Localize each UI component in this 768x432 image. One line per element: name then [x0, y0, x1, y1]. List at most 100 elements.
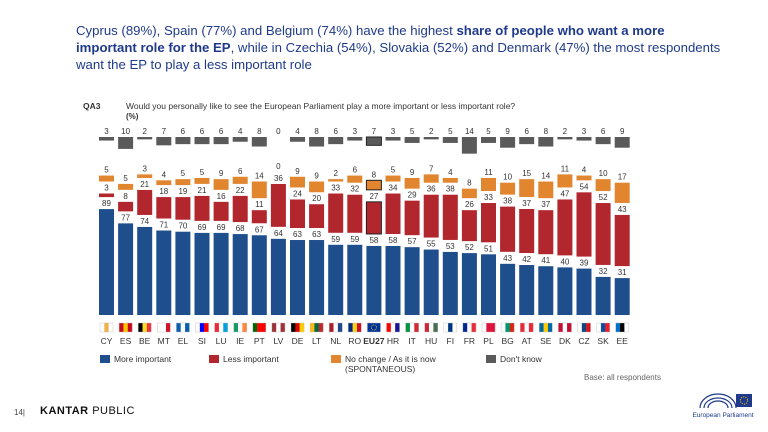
flag-es	[118, 322, 133, 333]
bar-dk-lu	[213, 137, 229, 145]
bar-dk-el	[175, 137, 191, 145]
flag-stripe-it-2	[414, 323, 419, 332]
label-less-mt: 18	[159, 187, 168, 196]
flag-cy	[99, 322, 114, 333]
bar-more-dk	[557, 267, 573, 315]
label-less-hu: 36	[427, 185, 436, 194]
flag-eu-stars	[370, 324, 377, 331]
bar-dk-hr	[385, 137, 401, 141]
flag-eu27	[367, 322, 381, 333]
bar-dk-si	[194, 137, 210, 145]
flag-fr	[462, 322, 477, 333]
flag-pl	[481, 322, 496, 333]
headline-part1: Cyprus (89%), Spain (77%) and Belgium (7…	[76, 23, 457, 38]
category-label-sk: SK	[597, 336, 609, 346]
bar-nochange-cy	[99, 175, 114, 182]
bar-more-lu	[213, 232, 229, 315]
question-code: QA3	[83, 101, 101, 111]
flag-stripe-es-1	[123, 323, 128, 332]
flag-stripe-it-0	[405, 323, 411, 332]
category-label-ie: IE	[236, 336, 244, 346]
flag-stripe-be-0	[138, 323, 143, 332]
label-more-fr: 52	[465, 243, 474, 252]
label-less-nl: 33	[331, 184, 340, 193]
category-label-nl: NL	[330, 336, 341, 346]
legend-item-dk: Don't know	[486, 354, 542, 364]
category-label-fr: FR	[464, 336, 475, 346]
flag-stripe-pl-0	[482, 323, 487, 332]
bar-dk-dk	[557, 137, 573, 140]
bar-nochange-ee	[614, 182, 630, 203]
question-unit: (%)	[126, 112, 139, 121]
bar-more-pt	[251, 235, 267, 315]
flag-stripe-hu-1	[429, 323, 434, 332]
bar-dk-ee	[614, 137, 630, 148]
label-nochange-eu27: 8	[372, 170, 377, 179]
label-dk-se: 8	[544, 127, 549, 136]
label-dk-ie: 4	[238, 127, 243, 136]
legend-label-less: Less important	[223, 354, 279, 364]
legend-nochange-main: No change / As it is now	[345, 354, 436, 364]
category-label-ee: EE	[617, 336, 629, 346]
label-dk-lu: 6	[219, 127, 224, 136]
bar-more-lv	[270, 238, 286, 315]
flag-stripe-ee-1	[620, 323, 625, 332]
legend-item-nochange: No change / As it is now (SPONTANEOUS)	[331, 354, 436, 374]
label-dk-si: 6	[200, 127, 205, 136]
bar-dk-ro	[347, 137, 363, 141]
label-nochange-fr: 8	[467, 179, 472, 188]
label-less-es: 8	[123, 192, 128, 201]
label-nochange-es: 5	[123, 174, 128, 183]
bar-more-mt	[156, 230, 172, 315]
bar-less-el	[175, 197, 191, 220]
label-nochange-dk: 11	[561, 164, 570, 173]
bar-less-fr	[461, 210, 477, 242]
bar-less-cz	[576, 192, 592, 257]
flag-stripe-ie-2	[242, 323, 247, 332]
label-more-ro: 59	[350, 235, 359, 244]
label-less-lu: 16	[217, 192, 226, 201]
bar-more-eu27	[366, 245, 382, 315]
bar-more-it	[404, 247, 420, 315]
label-nochange-ie: 6	[238, 167, 243, 176]
label-dk-hu: 2	[429, 127, 434, 136]
bar-nochange-se	[538, 181, 554, 199]
bar-less-se	[538, 210, 554, 255]
bar-more-es	[118, 223, 134, 315]
label-less-pl: 33	[484, 193, 493, 202]
bar-nochange-at	[519, 179, 535, 197]
flag-stripe-el-1	[180, 323, 186, 332]
flag-stripe-cz-2	[586, 323, 591, 332]
flag-stripe-sk-2	[605, 323, 610, 332]
flag-stripe-ro-0	[348, 323, 353, 332]
label-dk-nl: 6	[333, 127, 338, 136]
flag-de	[290, 322, 305, 333]
label-dk-pt: 8	[257, 127, 262, 136]
flag-stripe-eu27-1	[371, 323, 377, 332]
legend-swatch-nochange	[331, 355, 341, 363]
flag-stripe-si-1	[199, 323, 205, 332]
flag-stripe-lt-2	[318, 323, 324, 332]
label-less-be: 21	[140, 180, 149, 189]
label-nochange-hu: 7	[429, 164, 434, 173]
flag-stripe-eu27-2	[376, 323, 381, 332]
page-number-value: 14	[14, 408, 23, 417]
bar-more-bg	[500, 263, 516, 315]
bar-nochange-lt	[309, 181, 325, 193]
bar-less-hu	[423, 194, 439, 238]
flag-stripe-at-0	[520, 323, 525, 332]
flag-stripe-si-0	[195, 323, 201, 332]
label-nochange-el: 5	[181, 169, 186, 178]
category-label-bg: BG	[501, 336, 513, 346]
bar-nochange-bg	[500, 182, 516, 195]
flag-stripe-ro-1	[352, 323, 358, 332]
bar-nochange-eu27	[365, 179, 382, 191]
flag-stripe-pl-1	[486, 323, 491, 332]
flag-stripe-fi-1	[448, 323, 453, 332]
label-more-ee: 31	[618, 268, 627, 277]
label-dk-ro: 3	[353, 127, 358, 136]
ep-label: European Parliament	[692, 412, 754, 419]
bar-less-it	[404, 200, 420, 236]
label-less-cy: 3	[104, 184, 109, 193]
label-more-dk: 40	[560, 257, 569, 266]
